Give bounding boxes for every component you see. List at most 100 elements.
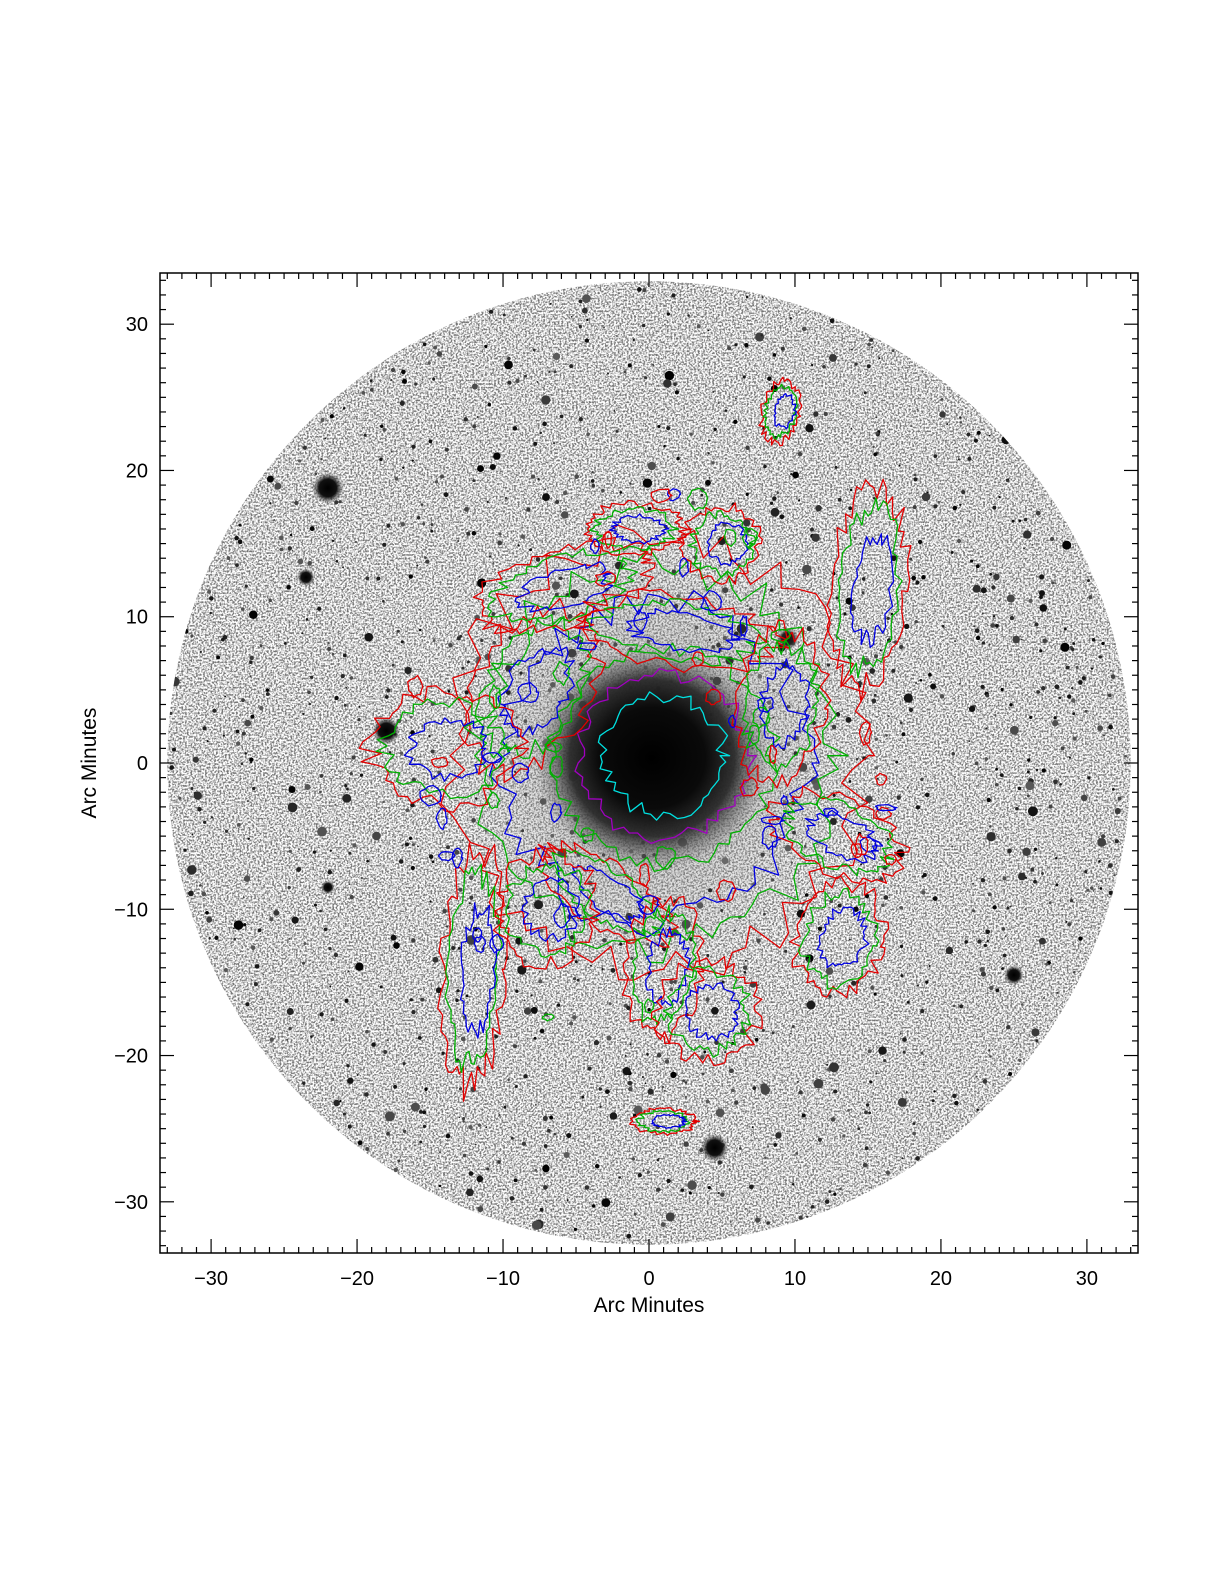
- star: [457, 947, 461, 950]
- star: [1052, 720, 1059, 727]
- star: [749, 1184, 754, 1190]
- star: [1017, 786, 1022, 791]
- contour-line: [589, 538, 600, 554]
- star: [916, 408, 919, 411]
- star: [1071, 687, 1074, 690]
- contour-line: [761, 825, 779, 850]
- star: [824, 1199, 830, 1204]
- star: [542, 493, 550, 501]
- star: [664, 323, 666, 326]
- star: [1036, 690, 1040, 694]
- star: [486, 500, 489, 504]
- star: [297, 558, 304, 565]
- star: [265, 688, 270, 692]
- star: [626, 1233, 632, 1239]
- star: [462, 1153, 467, 1158]
- star: [1025, 781, 1035, 791]
- star: [1039, 590, 1045, 597]
- star: [430, 749, 435, 754]
- star: [493, 452, 501, 460]
- star: [339, 1100, 342, 1103]
- star: [356, 1073, 359, 1076]
- star: [563, 1151, 570, 1159]
- contour-overlay: [358, 376, 912, 1137]
- star: [899, 944, 904, 949]
- star: [402, 1062, 406, 1066]
- star: [912, 1122, 916, 1125]
- contour-line: [759, 658, 811, 750]
- star: [534, 1168, 538, 1172]
- star: [291, 916, 299, 924]
- star: [418, 788, 421, 791]
- star: [466, 1188, 474, 1197]
- star: [344, 998, 349, 1003]
- star: [472, 479, 476, 483]
- star: [961, 490, 966, 495]
- star: [914, 619, 918, 624]
- star: [302, 1081, 306, 1086]
- star: [330, 1017, 335, 1022]
- star: [235, 563, 239, 567]
- star: [578, 299, 583, 304]
- star: [708, 476, 711, 479]
- star: [331, 539, 335, 543]
- star: [342, 653, 347, 658]
- star: [833, 528, 836, 532]
- star: [365, 576, 370, 581]
- star: [754, 1217, 761, 1223]
- contour-line: [835, 497, 903, 679]
- star: [419, 1110, 423, 1114]
- star: [417, 1036, 422, 1040]
- star: [910, 425, 913, 428]
- star: [864, 1146, 869, 1150]
- star: [355, 962, 364, 971]
- star: [380, 424, 384, 428]
- star: [591, 1204, 596, 1208]
- contour-line: [574, 588, 790, 674]
- star: [201, 891, 207, 897]
- contour-line: [549, 802, 563, 823]
- star: [250, 945, 256, 950]
- star: [183, 629, 189, 634]
- star: [439, 474, 445, 479]
- star: [1015, 806, 1019, 811]
- star: [1054, 582, 1057, 585]
- star: [489, 463, 496, 471]
- star: [544, 488, 547, 490]
- star: [421, 378, 424, 381]
- star: [422, 342, 427, 347]
- contour-line: [462, 547, 849, 964]
- contour-line: [403, 717, 488, 782]
- axis-ticks: [160, 273, 1138, 1253]
- star: [462, 1119, 465, 1123]
- star: [791, 1182, 795, 1186]
- star: [980, 581, 983, 584]
- star: [925, 980, 929, 984]
- star: [606, 483, 608, 485]
- star: [333, 1099, 340, 1107]
- star: [637, 1172, 642, 1178]
- star: [931, 1099, 935, 1103]
- star: [262, 973, 265, 976]
- star: [761, 1028, 765, 1032]
- bright-star: [372, 716, 401, 745]
- star: [503, 1105, 507, 1109]
- star: [397, 1159, 401, 1163]
- star: [572, 977, 577, 981]
- star: [287, 546, 293, 551]
- star: [243, 875, 251, 882]
- contour-line: [780, 795, 895, 877]
- star: [810, 527, 814, 532]
- star: [991, 585, 996, 590]
- star: [357, 718, 361, 722]
- star: [974, 761, 979, 766]
- star: [464, 507, 469, 512]
- star: [414, 1144, 416, 1147]
- contour-line: [635, 1110, 691, 1134]
- star: [319, 909, 322, 913]
- star: [513, 1178, 518, 1183]
- star: [1026, 770, 1030, 774]
- star: [899, 721, 903, 725]
- star: [591, 470, 594, 474]
- star: [977, 768, 980, 771]
